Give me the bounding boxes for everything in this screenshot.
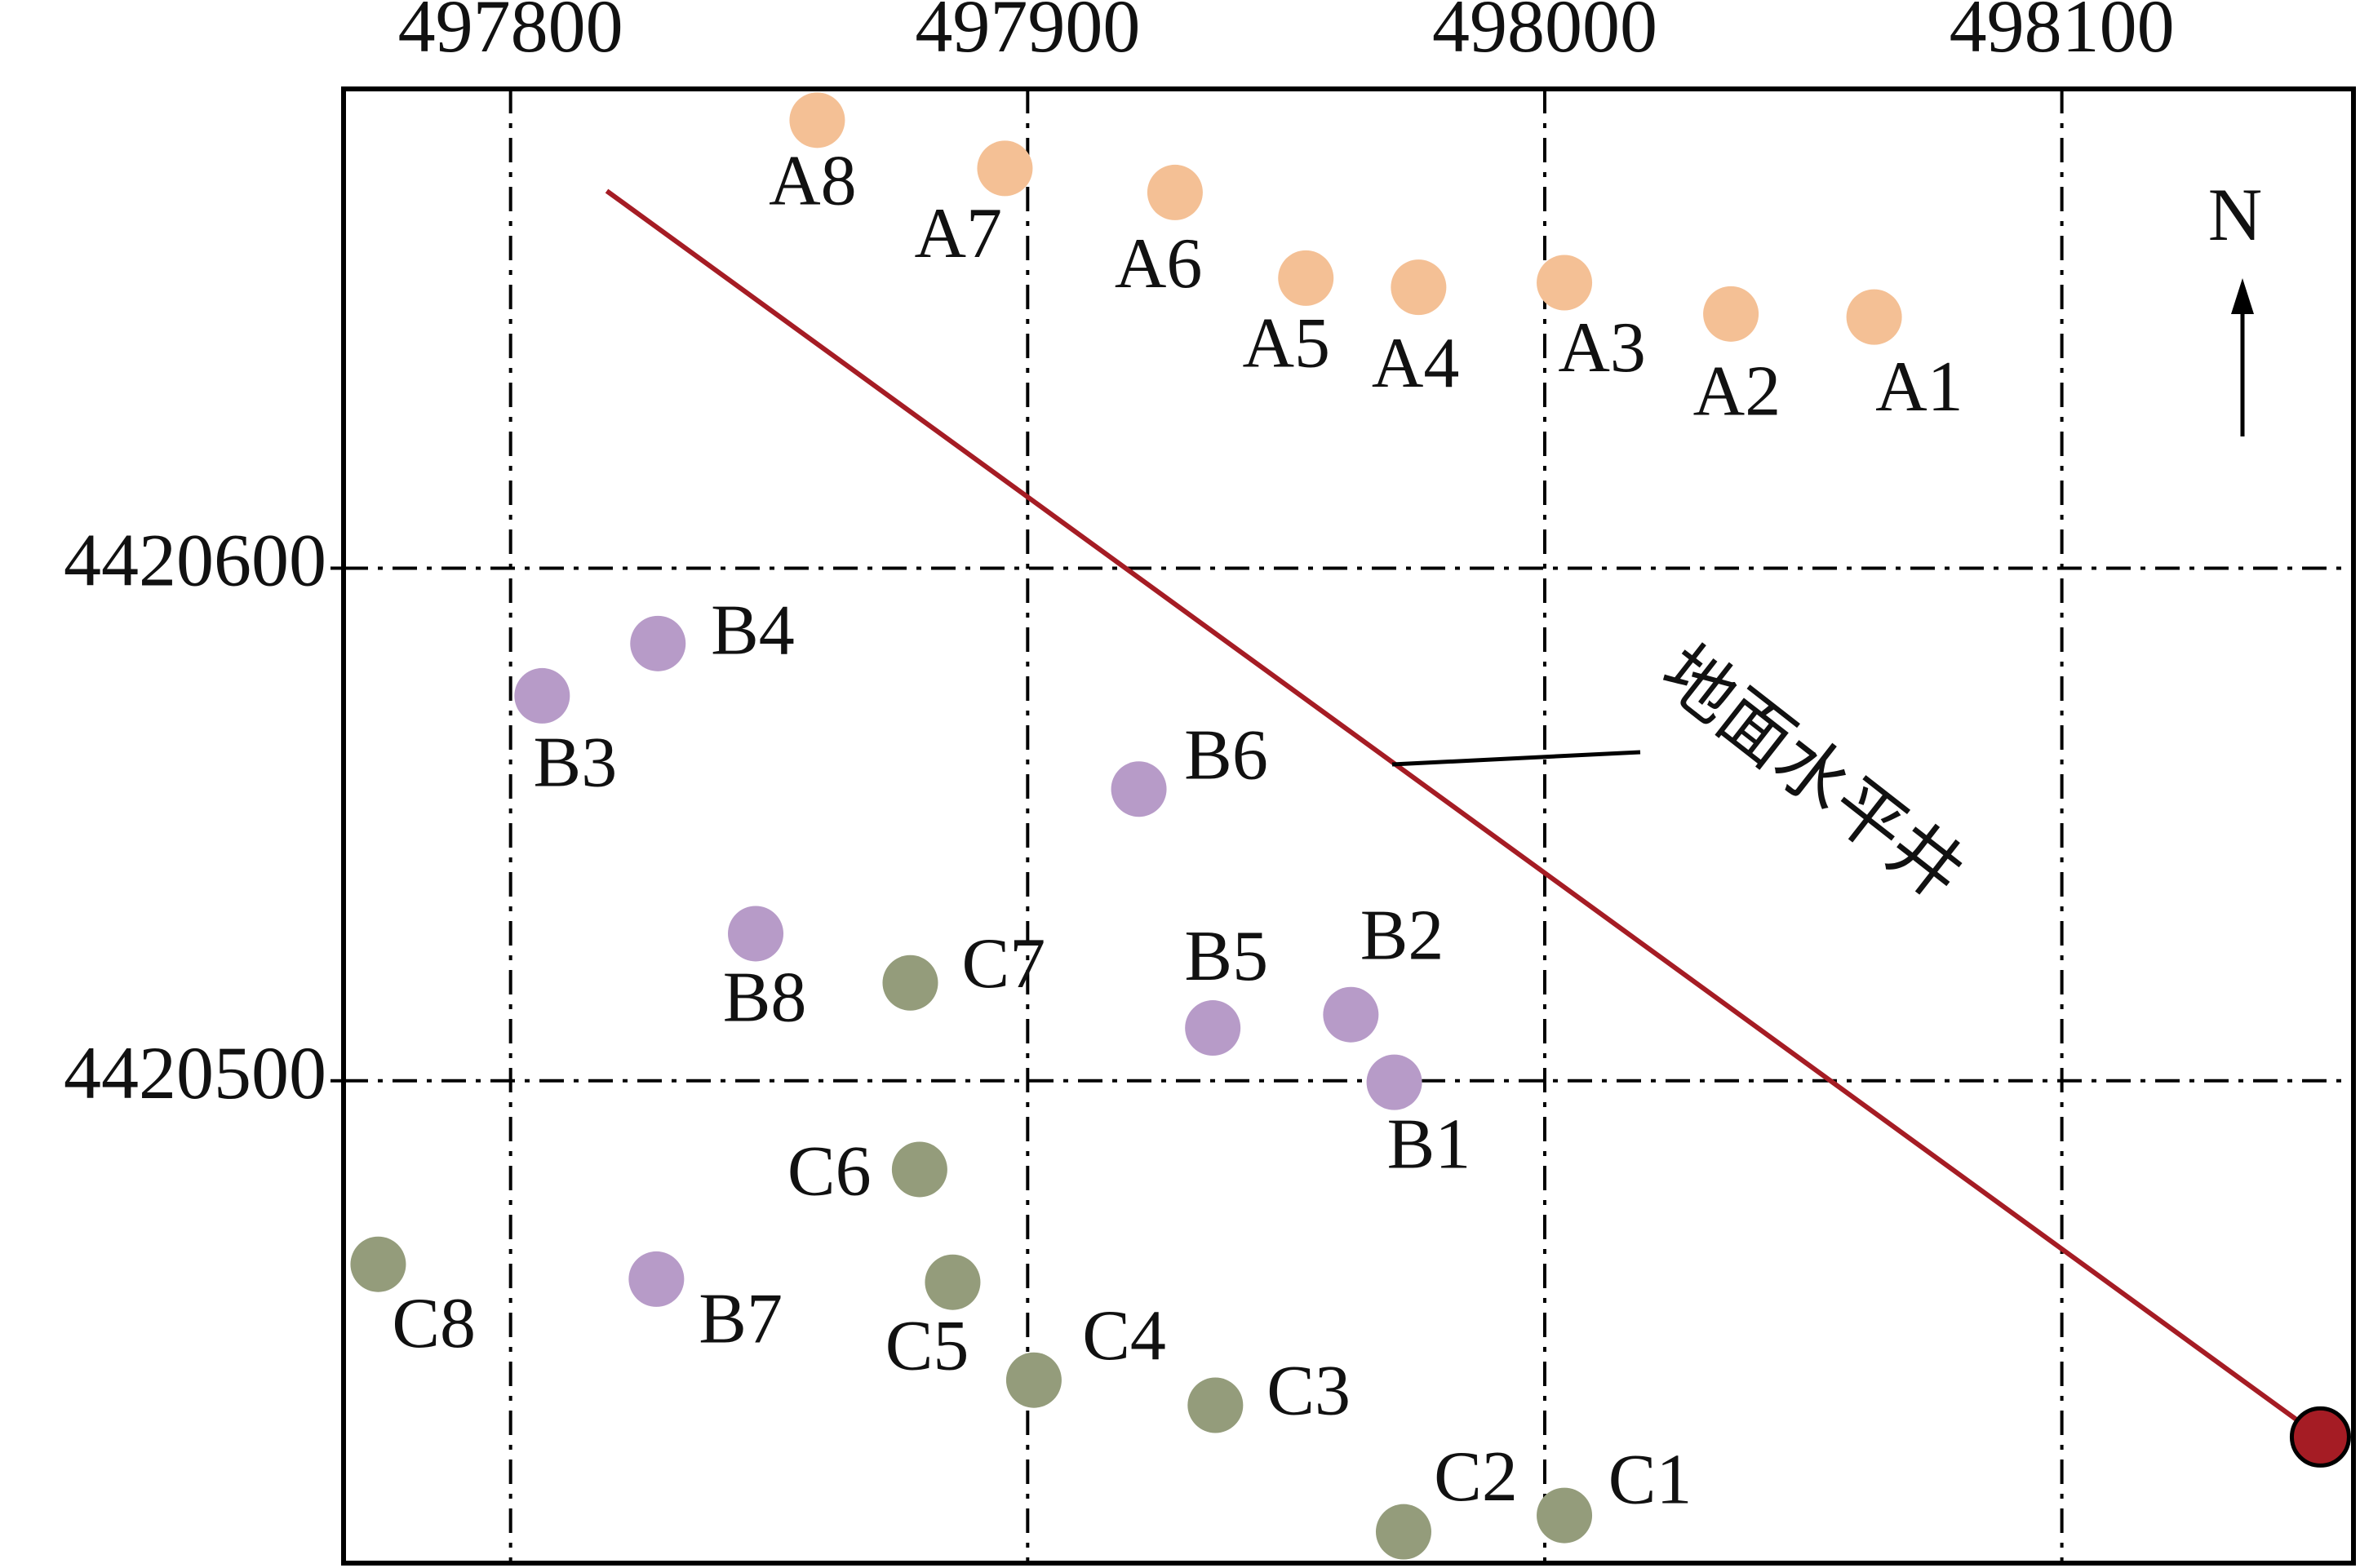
point bbox=[1185, 1000, 1241, 1056]
point-label: A5 bbox=[1242, 304, 1330, 383]
north-arrow-head bbox=[2231, 278, 2254, 314]
point-label: B6 bbox=[1184, 715, 1268, 795]
point bbox=[1846, 289, 1902, 345]
point bbox=[630, 615, 686, 671]
point-label: A4 bbox=[1372, 324, 1460, 403]
point-label: B5 bbox=[1184, 917, 1268, 996]
point bbox=[882, 955, 938, 1011]
point bbox=[789, 92, 845, 148]
point bbox=[1278, 250, 1334, 306]
point bbox=[1111, 761, 1167, 817]
point-label: C6 bbox=[787, 1132, 872, 1211]
x-tick-label: 498000 bbox=[1432, 0, 1657, 68]
point bbox=[628, 1251, 685, 1307]
point bbox=[1391, 259, 1447, 316]
x-tick-label: 497800 bbox=[398, 0, 623, 68]
point-label: A7 bbox=[914, 194, 1002, 273]
point bbox=[1703, 286, 1759, 342]
x-tick-label: 498100 bbox=[1950, 0, 2175, 68]
point bbox=[1366, 1054, 1422, 1110]
point-label: B1 bbox=[1387, 1105, 1471, 1185]
point bbox=[977, 140, 1033, 197]
leader-line bbox=[1391, 750, 1641, 767]
point-label: B4 bbox=[711, 591, 795, 671]
point-label: C5 bbox=[885, 1307, 969, 1386]
point-label: C3 bbox=[1267, 1351, 1351, 1430]
x-tick-label: 497900 bbox=[915, 0, 1140, 68]
well-line bbox=[605, 188, 2322, 1439]
point-label: C2 bbox=[1434, 1437, 1518, 1517]
point-label: C7 bbox=[961, 924, 1045, 1003]
point bbox=[350, 1236, 406, 1292]
point-label: C8 bbox=[392, 1284, 476, 1363]
point bbox=[1375, 1504, 1431, 1560]
point bbox=[514, 667, 570, 724]
point bbox=[1537, 255, 1593, 311]
point bbox=[891, 1141, 947, 1198]
point bbox=[1005, 1352, 1062, 1408]
point-label: B7 bbox=[699, 1279, 783, 1358]
point-label: C1 bbox=[1608, 1441, 1692, 1520]
y-tick-label: 4420500 bbox=[64, 1031, 326, 1114]
well-label: 地面水平井 bbox=[1646, 632, 1977, 915]
well-head bbox=[2289, 1406, 2351, 1468]
point bbox=[1187, 1377, 1244, 1433]
point-label: A2 bbox=[1693, 352, 1781, 431]
point bbox=[728, 906, 784, 962]
point bbox=[925, 1254, 981, 1310]
point-label: B8 bbox=[723, 958, 807, 1037]
north-label: N bbox=[2208, 173, 2262, 256]
point-label: A6 bbox=[1115, 224, 1203, 303]
point-label: B3 bbox=[534, 723, 618, 802]
point bbox=[1147, 164, 1203, 220]
point-label: A8 bbox=[769, 141, 857, 220]
point-label: C4 bbox=[1082, 1296, 1166, 1375]
point-label: A3 bbox=[1558, 308, 1646, 388]
y-tick-label: 4420600 bbox=[64, 519, 326, 602]
point-label: B2 bbox=[1360, 896, 1444, 975]
plot-border bbox=[341, 86, 2356, 1566]
point bbox=[1537, 1487, 1593, 1544]
point bbox=[1323, 986, 1379, 1043]
point-label: A1 bbox=[1875, 348, 1963, 427]
